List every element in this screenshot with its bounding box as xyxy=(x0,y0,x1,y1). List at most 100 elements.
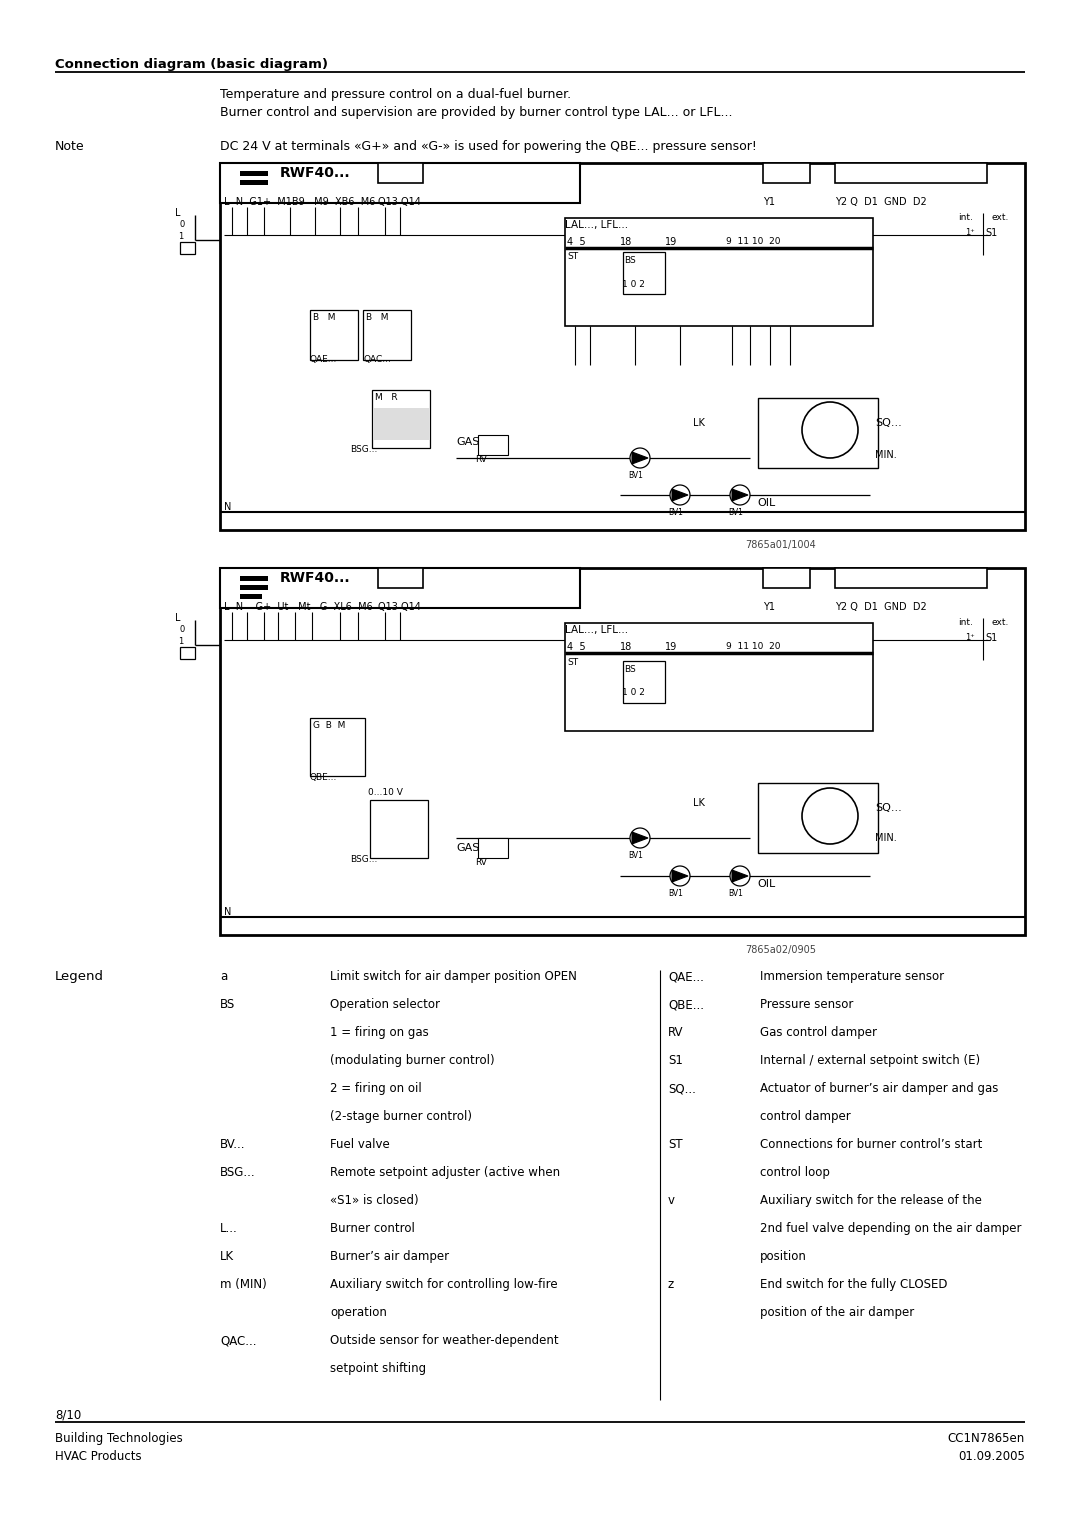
Polygon shape xyxy=(632,833,648,843)
Bar xyxy=(363,310,411,361)
Text: 1 = firing on gas: 1 = firing on gas xyxy=(330,1025,429,1039)
Text: Q13 Q14: Q13 Q14 xyxy=(378,197,421,206)
Bar xyxy=(180,646,195,659)
Text: setpoint shifting: setpoint shifting xyxy=(330,1361,427,1375)
Text: ST: ST xyxy=(669,1138,683,1151)
Circle shape xyxy=(802,788,858,843)
Bar xyxy=(835,163,987,183)
Text: BS: BS xyxy=(624,665,636,674)
Text: control loop: control loop xyxy=(760,1166,829,1180)
Text: Connection diagram (basic diagram): Connection diagram (basic diagram) xyxy=(55,58,328,70)
Bar xyxy=(378,568,423,588)
Text: BV1: BV1 xyxy=(669,507,684,516)
Text: position of the air damper: position of the air damper xyxy=(760,1306,915,1319)
Bar xyxy=(220,163,1025,530)
Text: QAC...: QAC... xyxy=(363,354,391,364)
Text: Connections for burner control’s start: Connections for burner control’s start xyxy=(760,1138,983,1151)
Text: 1 0 2: 1 0 2 xyxy=(622,280,645,289)
Text: Outside sensor for weather-dependent: Outside sensor for weather-dependent xyxy=(330,1334,558,1348)
Bar xyxy=(373,408,429,440)
Text: L: L xyxy=(175,208,180,219)
Bar xyxy=(478,435,508,455)
Bar xyxy=(623,252,665,293)
Bar xyxy=(370,801,428,859)
Text: M: M xyxy=(822,821,836,834)
Text: Auxiliary switch for the release of the: Auxiliary switch for the release of the xyxy=(760,1193,982,1207)
Bar xyxy=(565,219,873,325)
Text: m (MIN): m (MIN) xyxy=(220,1277,267,1291)
Text: QAE...: QAE... xyxy=(310,354,337,364)
Bar xyxy=(378,163,423,183)
Text: 9  11 10  20: 9 11 10 20 xyxy=(726,642,781,651)
Text: RWF40...: RWF40... xyxy=(280,167,351,180)
Text: 1: 1 xyxy=(178,232,184,241)
Text: B   M: B M xyxy=(366,313,389,322)
Text: BV1: BV1 xyxy=(729,889,743,898)
Text: Fuel valve: Fuel valve xyxy=(330,1138,390,1151)
Text: 7865a01/1004: 7865a01/1004 xyxy=(745,539,815,550)
Text: 01.09.2005: 01.09.2005 xyxy=(958,1450,1025,1462)
Text: Building Technologies: Building Technologies xyxy=(55,1432,183,1445)
Text: operation: operation xyxy=(330,1306,387,1319)
Circle shape xyxy=(670,484,690,504)
Text: 0...10 V: 0...10 V xyxy=(368,788,403,798)
Bar xyxy=(240,171,268,176)
Text: 1 0 2: 1 0 2 xyxy=(622,688,645,697)
Text: 9  11 10  20: 9 11 10 20 xyxy=(726,237,781,246)
Text: 19: 19 xyxy=(665,237,677,248)
Text: 1⁺: 1⁺ xyxy=(966,633,975,642)
Text: Y1: Y1 xyxy=(762,197,775,206)
Circle shape xyxy=(802,402,858,458)
Bar xyxy=(762,568,810,588)
Text: Temperature and pressure control on a dual-fuel burner.: Temperature and pressure control on a du… xyxy=(220,89,571,101)
Text: 1⁺: 1⁺ xyxy=(966,228,975,237)
Text: S1: S1 xyxy=(985,633,997,643)
Text: RWF40...: RWF40... xyxy=(280,571,351,585)
Text: GAS: GAS xyxy=(456,437,480,448)
Bar xyxy=(220,568,580,608)
Text: Y1: Y1 xyxy=(762,602,775,613)
Text: BV1: BV1 xyxy=(729,507,743,516)
Text: Y2 Q  D1  GND  D2: Y2 Q D1 GND D2 xyxy=(835,197,927,206)
Text: BS: BS xyxy=(220,998,235,1012)
Polygon shape xyxy=(672,869,688,882)
Text: Legend: Legend xyxy=(55,970,104,983)
Text: Operation selector: Operation selector xyxy=(330,998,440,1012)
Circle shape xyxy=(730,484,750,504)
Text: position: position xyxy=(760,1250,807,1264)
Text: GAS: GAS xyxy=(456,843,480,853)
Text: 18: 18 xyxy=(620,237,632,248)
Text: LK: LK xyxy=(693,798,705,808)
Text: 19: 19 xyxy=(665,642,677,652)
Text: RV: RV xyxy=(669,1025,684,1039)
Text: BSG...: BSG... xyxy=(350,856,377,863)
Circle shape xyxy=(630,828,650,848)
Bar xyxy=(240,576,268,581)
Bar xyxy=(372,390,430,448)
Text: Pressure sensor: Pressure sensor xyxy=(760,998,853,1012)
Text: Remote setpoint adjuster (active when: Remote setpoint adjuster (active when xyxy=(330,1166,561,1180)
Text: z: z xyxy=(669,1277,674,1291)
Text: L  N    G+  Ut-  Mt   G  XL6  M6: L N G+ Ut- Mt G XL6 M6 xyxy=(224,602,373,613)
Text: «S1» is closed): «S1» is closed) xyxy=(330,1193,419,1207)
Text: OIL: OIL xyxy=(757,498,775,507)
Text: RV: RV xyxy=(475,455,487,465)
Text: DC 24 V at terminals «G+» and «G-» is used for powering the QBE... pressure sens: DC 24 V at terminals «G+» and «G-» is us… xyxy=(220,141,757,153)
Text: HVAC Products: HVAC Products xyxy=(55,1450,141,1462)
Text: Burner control and supervision are provided by burner control type LAL... or LFL: Burner control and supervision are provi… xyxy=(220,105,732,119)
Text: Limit switch for air damper position OPEN: Limit switch for air damper position OPE… xyxy=(330,970,577,983)
Bar xyxy=(220,568,1025,935)
Text: BS: BS xyxy=(624,257,636,264)
Text: BV1: BV1 xyxy=(629,471,644,480)
Text: N: N xyxy=(224,908,231,917)
Polygon shape xyxy=(672,489,688,501)
Text: 18: 18 xyxy=(620,642,632,652)
Text: Gas control damper: Gas control damper xyxy=(760,1025,877,1039)
Text: MIN.: MIN. xyxy=(875,833,896,843)
Text: LK: LK xyxy=(220,1250,234,1264)
Text: BV1: BV1 xyxy=(629,851,644,860)
Text: 2 = firing on oil: 2 = firing on oil xyxy=(330,1082,422,1096)
Text: LAL..., LFL...: LAL..., LFL... xyxy=(565,625,629,636)
Bar xyxy=(478,837,508,859)
Bar xyxy=(180,241,195,254)
